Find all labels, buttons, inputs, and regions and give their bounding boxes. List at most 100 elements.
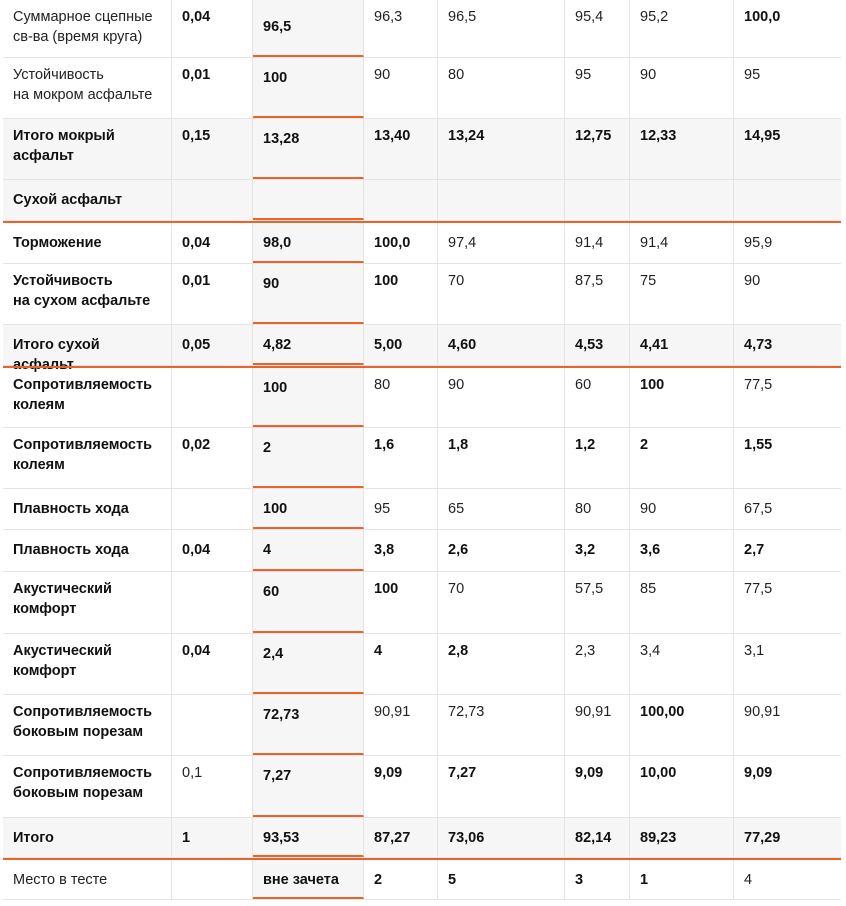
table-row: Устойчивость на мокром асфальте 0,01 100 90… bbox=[3, 58, 841, 119]
table-cell-weight bbox=[172, 368, 253, 427]
table-cell-label: Сопротивляемость колеям bbox=[3, 428, 172, 488]
table-row: Сухой асфальт bbox=[3, 180, 841, 221]
table-cell-label: Плавность хода bbox=[3, 530, 172, 571]
table-cell-label: Сопротивляемость боковым порезам bbox=[3, 756, 172, 817]
table-cell-c3: 2,3 bbox=[565, 634, 630, 694]
table-cell-c3: 57,5 bbox=[565, 572, 630, 633]
table-cell-weight: 0,01 bbox=[172, 264, 253, 324]
table-cell-c1: 90,91 bbox=[364, 695, 438, 755]
table-cell-ref: 90 bbox=[253, 264, 364, 324]
table-cell-c2: 13,24 bbox=[438, 119, 565, 179]
table-cell-c5: 14,95 bbox=[744, 128, 781, 144]
table-cell-ref: 60 bbox=[253, 572, 364, 633]
table-cell-c4: 1 bbox=[630, 860, 734, 899]
table-cell-c4: 89,23 bbox=[630, 818, 734, 857]
table-cell-c2: 4,60 bbox=[438, 325, 565, 365]
table-cell-c5: 4,73 bbox=[744, 337, 773, 353]
table-cell-c1: 100 bbox=[364, 264, 438, 324]
table-cell-c5: 90,91 bbox=[744, 704, 781, 720]
table-cell-label: Торможение bbox=[3, 223, 172, 263]
table-cell-weight: 0,04 bbox=[172, 530, 253, 571]
table-cell-weight: 0,15 bbox=[172, 119, 253, 179]
table-cell-c5: 3,1 bbox=[744, 643, 765, 659]
table-cell-c3 bbox=[565, 180, 630, 220]
table-cell-label: Акустический комфорт bbox=[3, 572, 172, 633]
table-cell-label: Сопротивляемость боковым порезам bbox=[3, 695, 172, 755]
table-row: Торможение 0,04 98,0 100,0 97,4 91,4 91,4 95,9 bbox=[3, 221, 841, 264]
table-cell-c4: 90 bbox=[630, 58, 734, 118]
table-cell-c2: 7,27 bbox=[438, 756, 565, 817]
table-cell-weight: 0,04 bbox=[172, 0, 253, 57]
table-cell-c3: 60 bbox=[565, 368, 630, 427]
table-cell-c4: 10,00 bbox=[630, 756, 734, 817]
table-cell-c5 bbox=[734, 180, 841, 220]
table-cell-c1: 87,27 bbox=[364, 818, 438, 857]
table-cell-weight bbox=[172, 572, 253, 633]
table-cell-c2: 65 bbox=[438, 489, 565, 529]
table-row: Сопротивляемость боковым порезам 0,1 7,27 9… bbox=[3, 756, 841, 818]
table-cell-weight bbox=[172, 180, 253, 220]
table-cell-c3: 1,2 bbox=[565, 428, 630, 488]
table-row: Акустический комфорт 60 100 70 57,5 85 77,5 bbox=[3, 572, 841, 634]
table-cell-c5: 77,5 bbox=[744, 581, 773, 597]
table-cell-c4: 90 bbox=[630, 489, 734, 529]
table-cell-c4: 4,41 bbox=[630, 325, 734, 365]
table-cell-c1: 4 bbox=[364, 634, 438, 694]
table-cell-ref: 4,82 bbox=[253, 325, 364, 365]
table-row: Итого 1 93,53 87,27 73,06 82,14 89,23 77,29 bbox=[3, 818, 841, 858]
table-cell-weight: 0,05 bbox=[172, 325, 253, 365]
table-cell-c1: 90 bbox=[364, 58, 438, 118]
table-cell-c1: 80 bbox=[364, 368, 438, 427]
table-cell-c1: 100 bbox=[364, 572, 438, 633]
table-cell-c3: 95 bbox=[565, 58, 630, 118]
table-cell-c1: 3,8 bbox=[364, 530, 438, 571]
table-cell-c4: 2 bbox=[630, 428, 734, 488]
table-cell-weight bbox=[172, 860, 253, 899]
table-cell-c3: 3 bbox=[565, 860, 630, 899]
table-cell-label: Место в тесте bbox=[3, 860, 172, 899]
table-row: Итого мокрый асфальт 0,15 13,28 13,40 13,24 1… bbox=[3, 119, 841, 180]
table-cell-c5: 77,29 bbox=[744, 830, 781, 846]
table-cell-ref: 100 bbox=[253, 368, 364, 427]
table-cell-ref: 13,28 bbox=[253, 119, 364, 179]
table-cell-c2: 70 bbox=[438, 572, 565, 633]
table-cell-c5: 95,9 bbox=[744, 235, 773, 251]
table-cell-weight bbox=[172, 695, 253, 755]
table-cell-weight: 1 bbox=[172, 818, 253, 857]
table-cell-c3: 9,09 bbox=[565, 756, 630, 817]
table-cell-c4: 95,2 bbox=[630, 0, 734, 57]
table-cell-c1: 13,40 bbox=[364, 119, 438, 179]
table-cell-label: Сопротивляемость колеям bbox=[3, 368, 172, 427]
table-cell-label: Устойчивость на мокром асфальте bbox=[3, 58, 172, 118]
table-cell-c1: 96,3 bbox=[364, 0, 438, 57]
table-cell-label: Итого сухой асфальт bbox=[3, 325, 172, 373]
table-cell-ref: 93,53 bbox=[253, 818, 364, 857]
table-cell-label: Плавность хода bbox=[3, 489, 172, 529]
table-row: Акустический комфорт 0,04 2,4 4 2,8 2,3 3,4 3,1 bbox=[3, 634, 841, 695]
table-cell-c5: 77,5 bbox=[744, 377, 773, 393]
table-cell-c2: 73,06 bbox=[438, 818, 565, 857]
table-cell-c1: 9,09 bbox=[364, 756, 438, 817]
table-cell-c5: 100,0 bbox=[744, 9, 781, 25]
table-cell-c4: 3,4 bbox=[630, 634, 734, 694]
table-cell-ref: 96,5 bbox=[253, 0, 364, 57]
table-row: Сопротивляемость колеям 100 80 90 60 100 77,5 bbox=[3, 366, 841, 428]
table-cell-ref: 2,4 bbox=[253, 634, 364, 694]
table-cell-c4 bbox=[630, 180, 734, 220]
table-cell-ref bbox=[253, 180, 364, 220]
table-cell-ref: вне зачета bbox=[253, 860, 364, 899]
table-cell-label: Итого bbox=[3, 818, 172, 857]
table-cell-ref: 7,27 bbox=[253, 756, 364, 817]
table-cell-ref: 72,73 bbox=[253, 695, 364, 755]
table-cell-label: Сухой асфальт bbox=[3, 180, 172, 220]
table-row: Устойчивость на сухом асфальте 0,01 90 100 7… bbox=[3, 264, 841, 325]
table-cell-ref: 4 bbox=[253, 530, 364, 571]
table-row: Сопротивляемость колеям 0,02 2 1,6 1,8 1,2 2 1,… bbox=[3, 428, 841, 489]
table-row: Плавность хода 0,04 4 3,8 2,6 3,2 3,6 2,7 bbox=[3, 530, 841, 572]
table-cell-c4: 3,6 bbox=[630, 530, 734, 571]
table-cell-c5: 2,7 bbox=[744, 542, 765, 558]
table-cell-c2: 2,6 bbox=[438, 530, 565, 571]
table-cell-c3: 91,4 bbox=[565, 223, 630, 263]
table-row: Сопротивляемость боковым порезам 72,73 90,… bbox=[3, 695, 841, 756]
table-cell-weight: 0,04 bbox=[172, 223, 253, 263]
